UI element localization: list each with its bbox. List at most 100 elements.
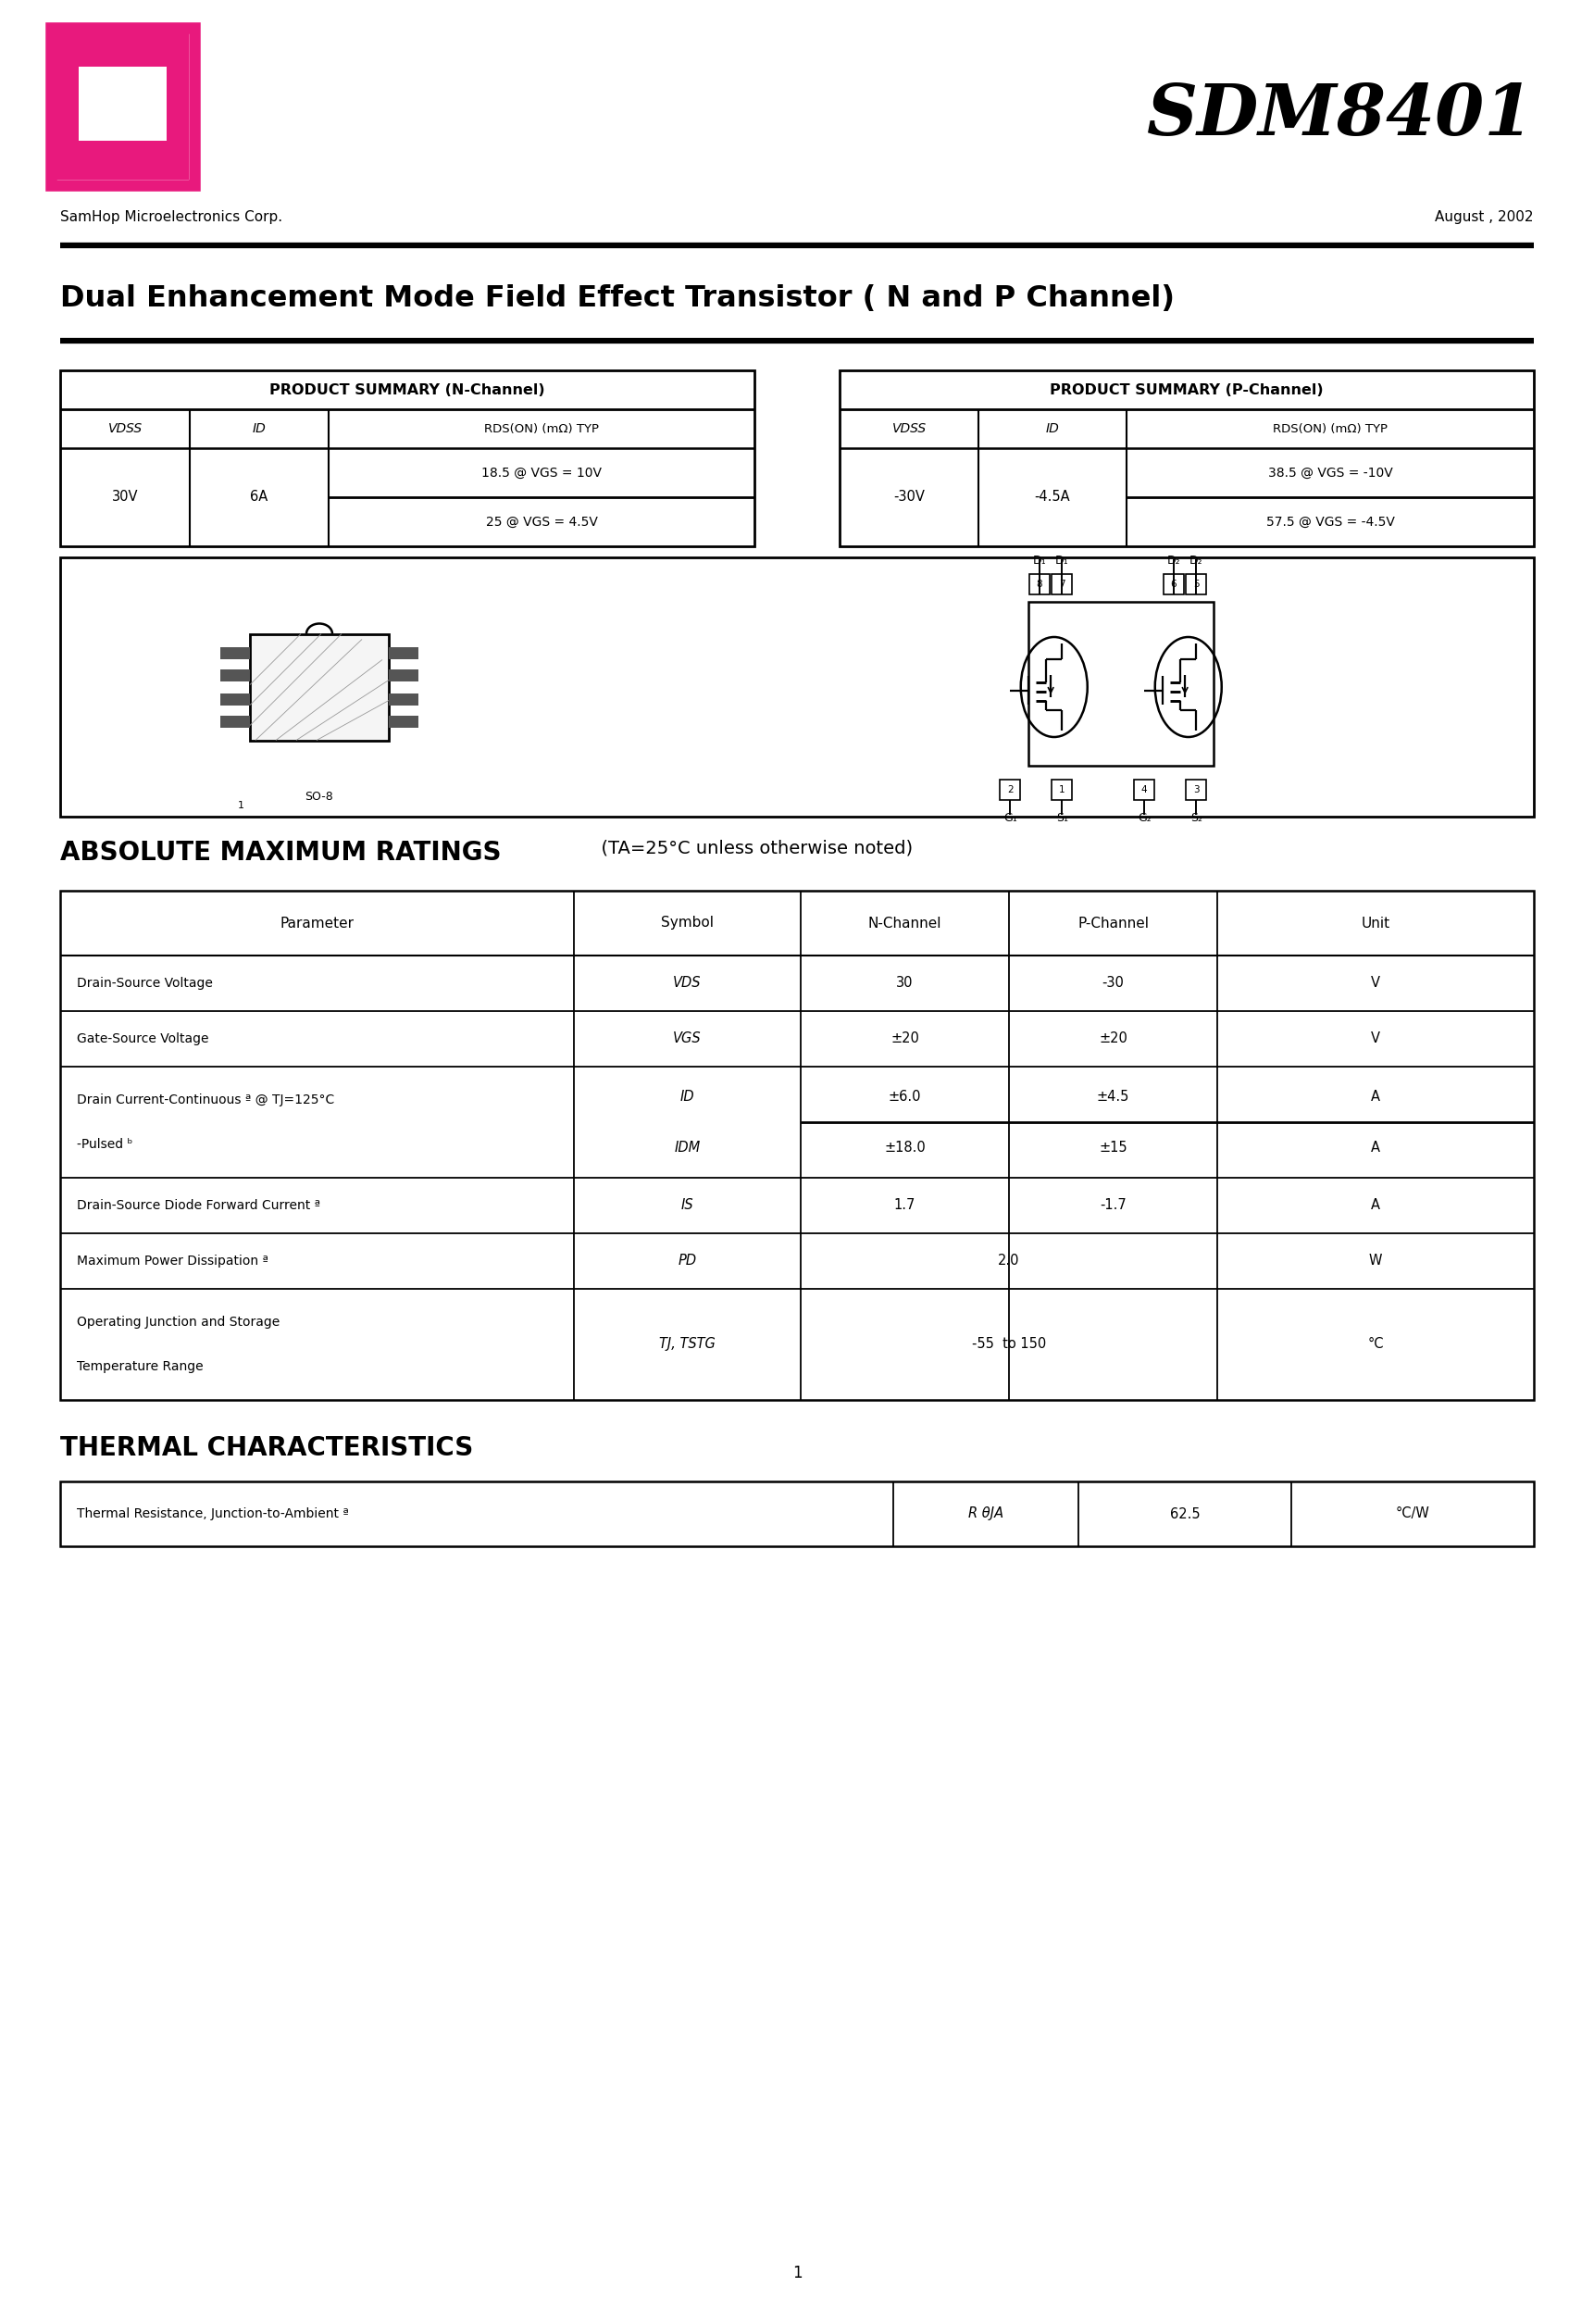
Text: 6A: 6A — [250, 490, 268, 504]
Bar — [61, 1480, 1533, 1545]
Text: ABSOLUTE MAXIMUM RATINGS: ABSOLUTE MAXIMUM RATINGS — [61, 839, 501, 867]
Text: Symbol: Symbol — [662, 916, 714, 930]
Bar — [1186, 574, 1207, 595]
Text: Drain-Source Voltage: Drain-Source Voltage — [77, 976, 212, 990]
Text: (TA=25°C unless otherwise noted): (TA=25°C unless otherwise noted) — [590, 839, 913, 858]
Text: RDS(ON) (mΩ) TYP: RDS(ON) (mΩ) TYP — [485, 423, 599, 435]
Bar — [1186, 779, 1207, 799]
Text: IDM: IDM — [674, 1141, 700, 1155]
Bar — [61, 558, 1533, 816]
Text: 2.0: 2.0 — [998, 1255, 1020, 1269]
Text: August , 2002: August , 2002 — [1435, 211, 1533, 225]
Text: ±18.0: ±18.0 — [885, 1141, 926, 1155]
Text: 1: 1 — [792, 2266, 802, 2282]
Text: °C/W: °C/W — [1395, 1506, 1430, 1520]
Text: VDSS: VDSS — [108, 423, 142, 435]
Text: D₂: D₂ — [1167, 555, 1181, 567]
Bar — [51, 28, 194, 186]
Text: Drain Current-Continuous ª @ TJ=125°C: Drain Current-Continuous ª @ TJ=125°C — [77, 1095, 335, 1106]
Text: PD: PD — [677, 1255, 697, 1269]
Text: S₁: S₁ — [1057, 813, 1068, 825]
Bar — [250, 634, 389, 741]
Bar — [389, 669, 418, 681]
Text: 8: 8 — [1036, 579, 1042, 588]
Text: IS: IS — [681, 1199, 693, 1213]
Text: 18.5 @ VGS = 10V: 18.5 @ VGS = 10V — [481, 467, 601, 479]
Text: TJ, TSTG: TJ, TSTG — [660, 1336, 716, 1350]
Text: 57.5 @ VGS = -4.5V: 57.5 @ VGS = -4.5V — [1266, 516, 1395, 528]
Text: Dual Enhancement Mode Field Effect Transistor ( N and P Channel): Dual Enhancement Mode Field Effect Trans… — [61, 284, 1175, 311]
Text: PRODUCT SUMMARY (P-Channel): PRODUCT SUMMARY (P-Channel) — [1050, 383, 1323, 397]
Bar — [1135, 779, 1154, 799]
Text: RDS(ON) (mΩ) TYP: RDS(ON) (mΩ) TYP — [1272, 423, 1387, 435]
Text: D₁: D₁ — [1033, 555, 1046, 567]
Text: Drain-Source Diode Forward Current ª: Drain-Source Diode Forward Current ª — [77, 1199, 320, 1213]
Bar — [56, 33, 188, 67]
Text: W: W — [1369, 1255, 1382, 1269]
Bar — [389, 716, 418, 727]
Text: A: A — [1371, 1090, 1380, 1104]
Text: V: V — [1371, 976, 1380, 990]
Text: ±15: ±15 — [1098, 1141, 1127, 1155]
Text: Thermal Resistance, Junction-to-Ambient ª: Thermal Resistance, Junction-to-Ambient … — [77, 1508, 349, 1520]
Text: 3: 3 — [1194, 786, 1199, 795]
Text: S₂: S₂ — [1191, 813, 1202, 825]
Text: 6: 6 — [1170, 579, 1176, 588]
Bar — [220, 716, 250, 727]
Text: G₂: G₂ — [1138, 813, 1151, 825]
Text: SDM8401: SDM8401 — [1146, 81, 1533, 151]
Text: A: A — [1371, 1141, 1380, 1155]
Text: 25 @ VGS = 4.5V: 25 @ VGS = 4.5V — [486, 516, 598, 528]
Text: VDS: VDS — [673, 976, 701, 990]
Bar — [56, 33, 78, 179]
Text: -Pulsed ᵇ: -Pulsed ᵇ — [77, 1139, 132, 1150]
Text: Temperature Range: Temperature Range — [77, 1360, 204, 1373]
Text: PRODUCT SUMMARY (N-Channel): PRODUCT SUMMARY (N-Channel) — [269, 383, 545, 397]
Text: 2: 2 — [1007, 786, 1014, 795]
Text: 4: 4 — [1141, 786, 1148, 795]
Text: Parameter: Parameter — [281, 916, 354, 930]
Text: ±20: ±20 — [891, 1032, 920, 1046]
Text: °C: °C — [1368, 1336, 1384, 1350]
Text: 62.5: 62.5 — [1170, 1506, 1200, 1520]
Text: 30: 30 — [896, 976, 913, 990]
Text: VGS: VGS — [673, 1032, 701, 1046]
Bar — [167, 33, 188, 179]
Bar — [220, 693, 250, 704]
Text: SO-8: SO-8 — [304, 790, 333, 802]
Text: V: V — [1371, 1032, 1380, 1046]
Text: ±20: ±20 — [1098, 1032, 1127, 1046]
Text: Unit: Unit — [1361, 916, 1390, 930]
Bar — [220, 669, 250, 681]
Bar — [1052, 779, 1073, 799]
Text: ID: ID — [681, 1090, 695, 1104]
Bar — [1028, 602, 1213, 765]
Text: ±4.5: ±4.5 — [1097, 1090, 1130, 1104]
Text: D₁: D₁ — [1055, 555, 1070, 567]
Text: D₂: D₂ — [1189, 555, 1203, 567]
Bar — [220, 646, 250, 658]
Bar — [78, 81, 167, 130]
Bar — [999, 779, 1020, 799]
Text: -55  to 150: -55 to 150 — [972, 1336, 1046, 1350]
Bar — [61, 890, 1533, 1399]
Bar — [389, 693, 418, 704]
Text: 1: 1 — [1058, 786, 1065, 795]
Text: Maximum Power Dissipation ª: Maximum Power Dissipation ª — [77, 1255, 268, 1267]
Text: ID: ID — [252, 423, 266, 435]
Text: 7: 7 — [1058, 579, 1065, 588]
Text: VDSS: VDSS — [891, 423, 926, 435]
Text: Operating Junction and Storage: Operating Junction and Storage — [77, 1315, 281, 1329]
Text: -30: -30 — [1101, 976, 1124, 990]
Text: R θJA: R θJA — [968, 1506, 1004, 1520]
Text: P-Channel: P-Channel — [1078, 916, 1149, 930]
Bar — [389, 646, 418, 658]
Text: Gate-Source Voltage: Gate-Source Voltage — [77, 1032, 209, 1046]
Text: 5: 5 — [1194, 579, 1199, 588]
Text: A: A — [1371, 1199, 1380, 1213]
Bar — [840, 370, 1533, 546]
Bar — [1030, 574, 1049, 595]
Text: SamHop Microelectronics Corp.: SamHop Microelectronics Corp. — [61, 211, 282, 225]
Bar — [78, 142, 167, 179]
Bar — [1164, 574, 1184, 595]
